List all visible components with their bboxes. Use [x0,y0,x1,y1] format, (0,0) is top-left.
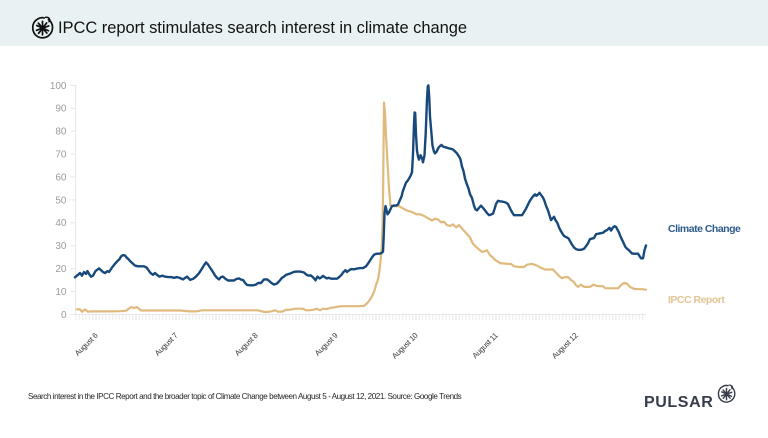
svg-text:60: 60 [55,172,67,183]
svg-text:August 9: August 9 [313,331,340,358]
svg-text:August 12: August 12 [550,331,580,361]
svg-text:30: 30 [55,241,67,252]
svg-text:August 6: August 6 [73,331,100,358]
svg-text:August 11: August 11 [470,331,499,360]
svg-text:0: 0 [61,310,67,321]
svg-text:90: 90 [55,104,67,115]
svg-text:10: 10 [55,287,67,298]
svg-text:70: 70 [55,150,67,161]
svg-text:August 8: August 8 [233,331,260,358]
svg-text:100: 100 [50,81,67,92]
svg-text:August 10: August 10 [390,330,420,360]
svg-text:80: 80 [55,127,67,138]
svg-text:20: 20 [55,264,67,275]
svg-text:August 7: August 7 [153,331,180,358]
svg-text:50: 50 [55,195,67,206]
svg-text:40: 40 [55,218,67,229]
